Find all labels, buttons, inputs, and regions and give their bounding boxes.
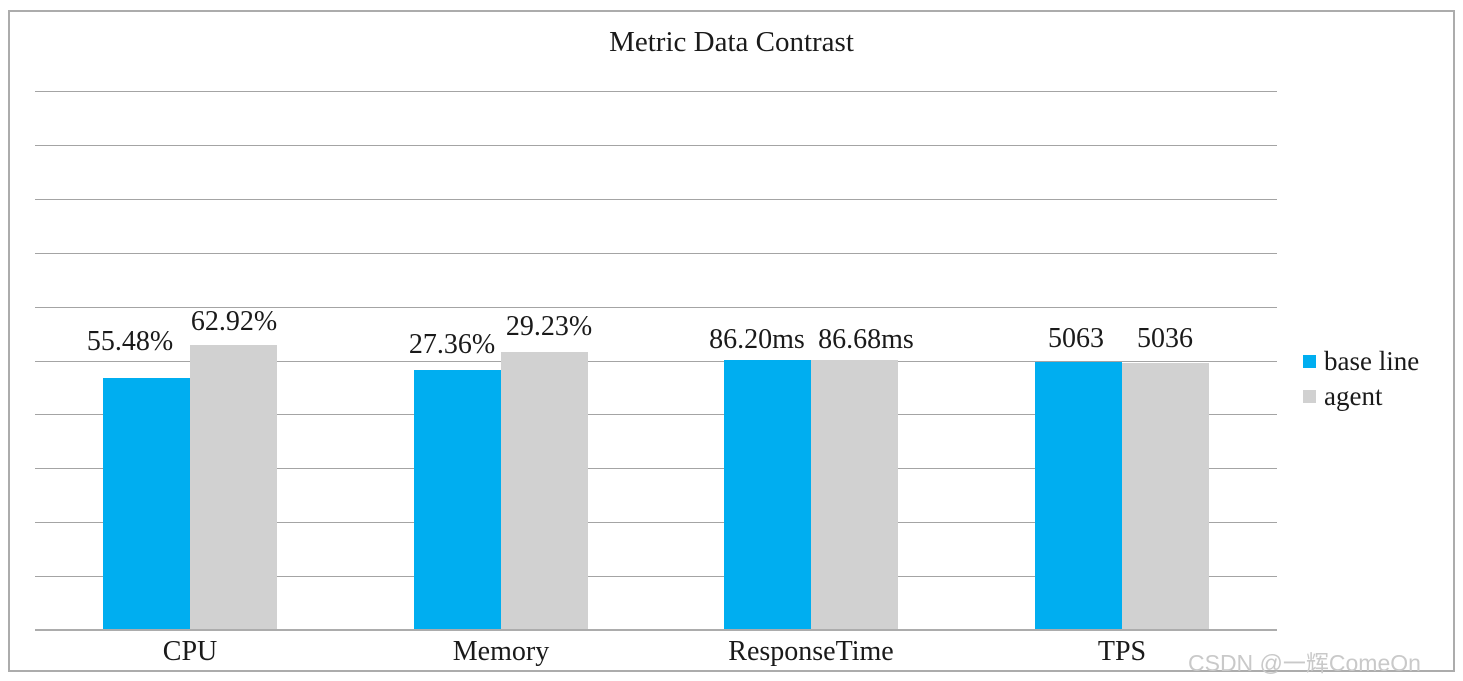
chart-title: Metric Data Contrast	[609, 26, 854, 58]
value-label-base-line-cpu: 55.48%	[86, 326, 174, 357]
gridline	[35, 199, 1277, 200]
gridline	[35, 522, 1277, 523]
value-label-agent-tps: 5036	[1137, 323, 1193, 354]
gridline	[35, 576, 1277, 577]
gridline	[35, 145, 1277, 146]
legend-item-base-line: base line	[1303, 344, 1419, 379]
bar-agent-tps	[1122, 363, 1209, 629]
bar-base-line-responsetime	[724, 360, 811, 629]
value-label-agent-cpu: 62.92%	[190, 306, 278, 337]
legend: base line agent	[1303, 344, 1419, 414]
watermark: CSDN @一辉ComeOn	[1188, 650, 1421, 676]
bar-base-line-tps	[1035, 362, 1122, 629]
legend-label-agent: agent	[1324, 381, 1383, 411]
category-label-tps: TPS	[1097, 636, 1147, 667]
bar-agent-responsetime	[811, 360, 898, 629]
legend-label-base-line: base line	[1324, 346, 1420, 376]
value-label-agent-memory: 29.23%	[505, 311, 593, 342]
category-label-cpu: CPU	[162, 636, 218, 667]
gridline	[35, 414, 1277, 415]
legend-swatch-agent	[1303, 390, 1316, 403]
legend-swatch-base-line	[1303, 355, 1316, 368]
gridline	[35, 91, 1277, 92]
value-label-base-line-tps: 5063	[1048, 323, 1104, 354]
value-label-base-line-responsetime: 86.20ms	[709, 324, 805, 355]
bar-base-line-cpu	[103, 378, 190, 629]
gridline	[35, 361, 1277, 362]
legend-item-agent: agent	[1303, 379, 1419, 414]
bar-agent-memory	[501, 352, 588, 629]
value-label-base-line-memory: 27.36%	[408, 329, 496, 360]
x-axis-line	[35, 629, 1277, 631]
bar-base-line-memory	[414, 370, 501, 629]
category-label-responsetime: ResponseTime	[728, 636, 894, 667]
gridline	[35, 468, 1277, 469]
value-label-agent-responsetime: 86.68ms	[818, 324, 914, 355]
gridline	[35, 307, 1277, 308]
bar-agent-cpu	[190, 345, 277, 629]
gridline	[35, 253, 1277, 254]
chart-border	[8, 10, 1455, 672]
category-label-memory: Memory	[452, 636, 550, 667]
